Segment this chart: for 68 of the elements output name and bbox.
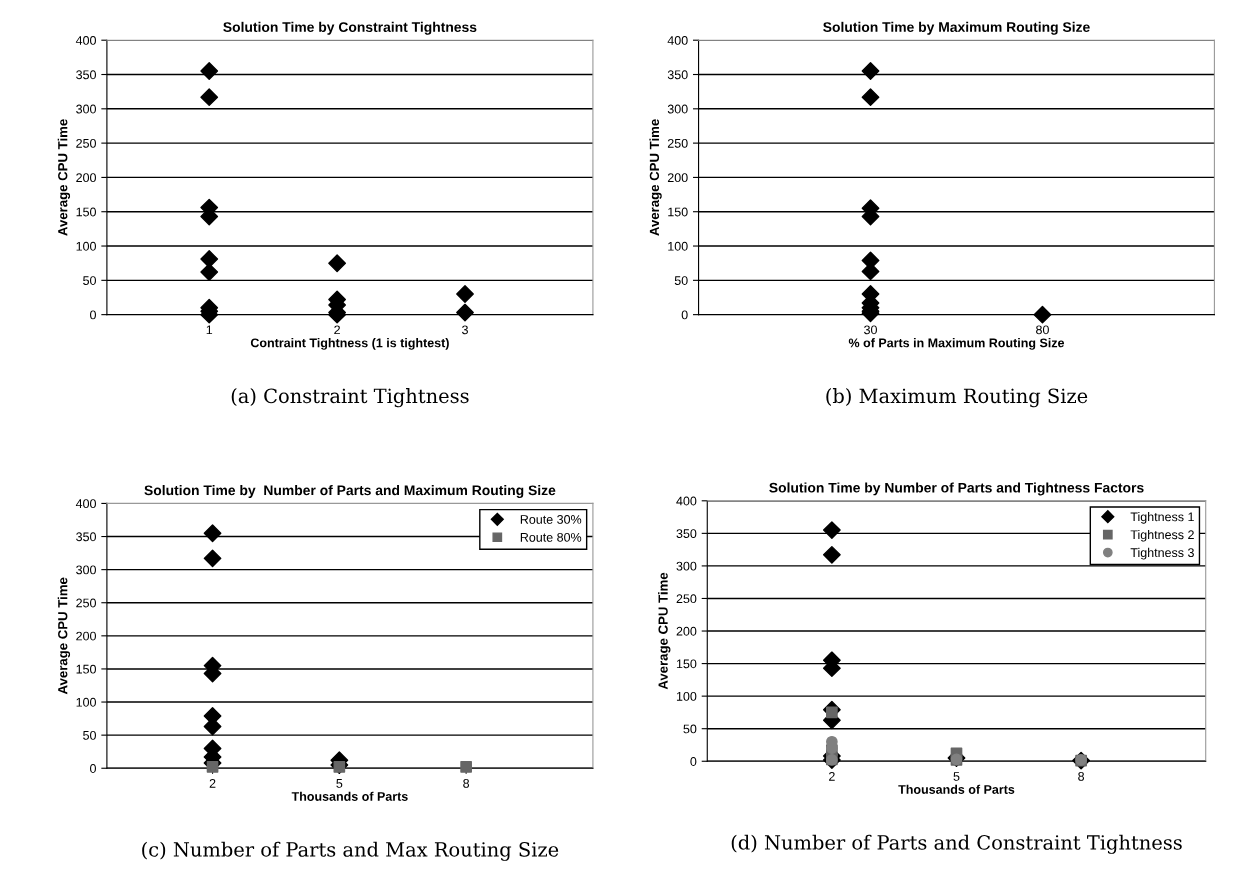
x-axis-title: Thousands of Parts: [898, 784, 1015, 794]
y-tick-label: 150: [668, 207, 688, 217]
y-axis-title: Average CPU Time: [649, 119, 662, 236]
x-axis-title: Thousands of Parts: [291, 791, 408, 801]
y-tick-label: 200: [676, 626, 697, 636]
chart-title: Solution Time by Constraint Tightness: [223, 21, 477, 35]
x-tick-label: 3: [462, 325, 468, 335]
y-tick-label: 0: [681, 310, 688, 320]
y-tick-label: 400: [676, 496, 697, 506]
y-tick-label: 400: [75, 36, 96, 45]
x-tick-label: 2: [334, 325, 340, 335]
y-tick-label: 350: [76, 532, 96, 542]
y-tick-label: 0: [90, 310, 96, 320]
x-axis-title: % of Parts in Maximum Routing Size: [848, 338, 1065, 350]
y-tick-label: 50: [674, 276, 688, 285]
text: (a) Constraint Tightness: [231, 388, 469, 408]
y-tick-label: 100: [76, 241, 96, 251]
chart-title: Solution Time by Number of Parts and Tightness Factors: [769, 482, 1144, 496]
x-tick-label: 5: [336, 779, 343, 788]
legend-label: Route 80%: [520, 532, 582, 542]
y-tick-label: 150: [76, 207, 96, 217]
y-tick-label: 100: [76, 697, 96, 707]
x-tick-label: 30: [864, 325, 877, 335]
y-tick-label: 200: [76, 173, 96, 183]
y-tick-label: 0: [690, 757, 697, 766]
y-tick-label: 50: [83, 276, 96, 285]
text: (d) Number of Parts and Constraint Tightness: [731, 834, 1182, 854]
y-tick-label: 200: [667, 173, 688, 183]
x-tick-label: 1: [206, 325, 213, 335]
legend-label: Tightness 1: [1130, 512, 1194, 524]
x-tick-label: 5: [953, 772, 960, 781]
y-tick-label: 100: [668, 241, 688, 251]
x-tick-label: 2: [829, 772, 835, 781]
y-tick-label: 350: [667, 70, 688, 80]
y-tick-label: 400: [75, 499, 96, 509]
y-tick-label: 0: [90, 764, 96, 773]
legend-label: Tightness 3: [1130, 547, 1194, 560]
x-tick-label: 8: [463, 778, 470, 788]
chart-title: Solution Time by Maximum Routing Size: [823, 21, 1090, 35]
x-tick-label: 80: [1036, 325, 1049, 335]
y-tick-label: 150: [676, 659, 697, 669]
y-tick-label: 250: [676, 594, 697, 604]
y-tick-label: 300: [667, 104, 688, 114]
y-tick-label: 250: [76, 138, 96, 148]
legend-label: Tightness 2: [1130, 529, 1194, 542]
y-tick-label: 250: [76, 598, 96, 608]
y-tick-label: 350: [676, 529, 697, 539]
x-axis-title: Contraint Tightness (1 is tightest): [250, 338, 449, 350]
legend-label: Route 30%: [520, 515, 582, 524]
chart-title: Solution Time by Number of Parts and Maximum Routing Size: [144, 485, 556, 499]
y-tick-label: 50: [83, 730, 96, 740]
y-axis-title: Average CPU Time: [57, 577, 71, 695]
x-tick-label: 8: [1078, 772, 1085, 781]
x-tick-label: 2: [209, 778, 216, 788]
y-tick-label: 50: [683, 724, 697, 734]
y-axis-title: Average CPU Time: [57, 119, 71, 236]
y-tick-label: 100: [676, 691, 697, 701]
text: (b) Maximum Routing Size: [826, 388, 1088, 408]
y-tick-label: 250: [667, 138, 688, 148]
text: (c) Number of Parts and Max Routing Size: [142, 841, 559, 861]
y-tick-label: 400: [667, 36, 688, 45]
y-tick-label: 300: [76, 565, 96, 575]
y-axis-title: Average CPU Time: [658, 572, 671, 690]
y-tick-label: 300: [76, 104, 96, 114]
y-tick-label: 350: [76, 70, 96, 80]
y-tick-label: 300: [676, 561, 697, 571]
y-tick-label: 200: [76, 631, 96, 641]
y-tick-label: 150: [76, 664, 96, 674]
